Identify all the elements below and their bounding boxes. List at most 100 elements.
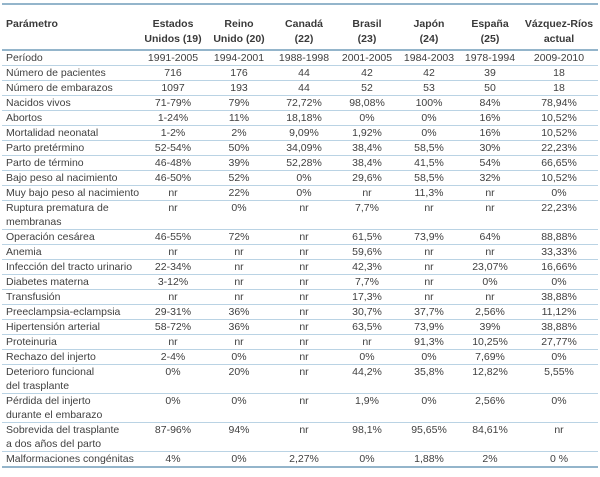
value-cell: 98,1% [336, 422, 398, 452]
parameter-label: Diabetes materna [2, 274, 140, 290]
parameter-label: Operación cesárea [2, 229, 140, 245]
value-cell: 72,72% [272, 95, 336, 111]
value-cell: nr [272, 393, 336, 423]
parameter-label: Número de embarazos [2, 80, 140, 96]
value-cell: 32% [460, 170, 520, 186]
value-cell: 38,88% [520, 319, 598, 335]
table-row: Proteinuria nr nr nr nr 91,3% 10,25% 27,77% [2, 334, 598, 350]
value-cell: 63,5% [336, 319, 398, 335]
value-cell: 0% [140, 364, 206, 394]
value-cell: 29,6% [336, 170, 398, 186]
table-row: Número de pacientes 716 176 44 42 42 39 18 [2, 65, 598, 81]
value-cell: nr [272, 274, 336, 290]
value-cell: 100% [398, 95, 460, 111]
value-cell: 1994-2001 [206, 50, 272, 66]
value-cell: 42 [336, 65, 398, 81]
value-cell: 2,56% [460, 393, 520, 423]
value-cell: 10,52% [520, 170, 598, 186]
value-cell: 66,65% [520, 155, 598, 171]
value-cell: 0% [460, 274, 520, 290]
value-cell: 1097 [140, 80, 206, 96]
value-cell: 0% [336, 349, 398, 365]
value-cell: 16% [460, 125, 520, 141]
value-cell: 72% [206, 229, 272, 245]
value-cell: 4% [140, 451, 206, 468]
value-cell: 84% [460, 95, 520, 111]
value-cell: 52% [206, 170, 272, 186]
value-cell: 2001-2005 [336, 50, 398, 66]
value-cell: 1,9% [336, 393, 398, 423]
value-cell: 27,77% [520, 334, 598, 350]
value-cell: 1978-1994 [460, 50, 520, 66]
table-row: Número de embarazos 1097 193 44 52 53 50 18 [2, 80, 598, 96]
value-cell: 61,5% [336, 229, 398, 245]
value-cell: nr [398, 244, 460, 260]
parameter-label: Infección del tracto urinario [2, 259, 140, 275]
header-row: Parámetro Estados Unidos (19) Reino Unido (… [2, 4, 598, 51]
value-cell: 10,52% [520, 110, 598, 126]
table-row: Muy bajo peso al nacimiento nr 22% 0% nr 11,3… [2, 185, 598, 201]
value-cell: nr [398, 200, 460, 230]
value-cell: 59,6% [336, 244, 398, 260]
value-cell: nr [336, 334, 398, 350]
value-cell: nr [398, 259, 460, 275]
column-header: Vázquez-Ríos actual [520, 4, 598, 51]
parameter-label: Rechazo del injerto [2, 349, 140, 365]
value-cell: 716 [140, 65, 206, 81]
table-row: Período 1991-2005 1994-2001 1988-1998 2001-2… [2, 50, 598, 66]
value-cell: 42 [398, 65, 460, 81]
value-cell: 58-72% [140, 319, 206, 335]
value-cell: 1-2% [140, 125, 206, 141]
value-cell: 39 [460, 65, 520, 81]
value-cell: 23,07% [460, 259, 520, 275]
value-cell: 2,56% [460, 304, 520, 320]
value-cell: 58,5% [398, 140, 460, 156]
table-row: Diabetes materna 3-12% nr nr 7,7% nr 0% 0% [2, 274, 598, 290]
value-cell: 0% [206, 451, 272, 468]
table-row: Sobrevida del trasplante a dos años del … [2, 422, 598, 452]
value-cell: 18 [520, 80, 598, 96]
value-cell: 73,9% [398, 229, 460, 245]
column-header: Japón (24) [398, 4, 460, 51]
parameter-label: Deterioro funcional del trasplante [2, 364, 140, 394]
value-cell: 1,92% [336, 125, 398, 141]
value-cell: 94% [206, 422, 272, 452]
table-row: Ruptura prematura de membranas nr 0% nr 7,7%… [2, 200, 598, 230]
parameter-label: Proteinuria [2, 334, 140, 350]
value-cell: 36% [206, 304, 272, 320]
parameter-label: Mortalidad neonatal [2, 125, 140, 141]
value-cell: 0% [206, 393, 272, 423]
value-cell: 39% [206, 155, 272, 171]
value-cell: 18,18% [272, 110, 336, 126]
value-cell: 12,82% [460, 364, 520, 394]
value-cell: 91,3% [398, 334, 460, 350]
value-cell: 30,7% [336, 304, 398, 320]
value-cell: 7,7% [336, 274, 398, 290]
transplant-pregnancy-comparison-table: Parámetro Estados Unidos (19) Reino Unido (… [2, 3, 598, 468]
value-cell: nr [272, 289, 336, 305]
value-cell: 33,33% [520, 244, 598, 260]
value-cell: nr [272, 259, 336, 275]
value-cell: 10,25% [460, 334, 520, 350]
value-cell: 35,8% [398, 364, 460, 394]
value-cell: nr [272, 304, 336, 320]
value-cell: 5,55% [520, 364, 598, 394]
value-cell: 41,5% [398, 155, 460, 171]
value-cell: 64% [460, 229, 520, 245]
value-cell: 176 [206, 65, 272, 81]
value-cell: 98,08% [336, 95, 398, 111]
table-body: Período 1991-2005 1994-2001 1988-1998 2001-2… [2, 50, 598, 468]
column-header: Canadá (22) [272, 4, 336, 51]
value-cell: nr [460, 185, 520, 201]
value-cell: 0% [398, 349, 460, 365]
value-cell: 0% [272, 170, 336, 186]
param-column-header: Parámetro [2, 4, 140, 51]
value-cell: nr [272, 244, 336, 260]
value-cell: 0% [206, 349, 272, 365]
value-cell: 9,09% [272, 125, 336, 141]
value-cell: 16,66% [520, 259, 598, 275]
value-cell: 0% [336, 451, 398, 468]
value-cell: 0% [520, 185, 598, 201]
table-row: Hipertensión arterial 58-72% 36% nr 63,5% 73,… [2, 319, 598, 335]
table-row: Parto pretérmino 52-54% 50% 34,09% 38,4% 58,5… [2, 140, 598, 156]
